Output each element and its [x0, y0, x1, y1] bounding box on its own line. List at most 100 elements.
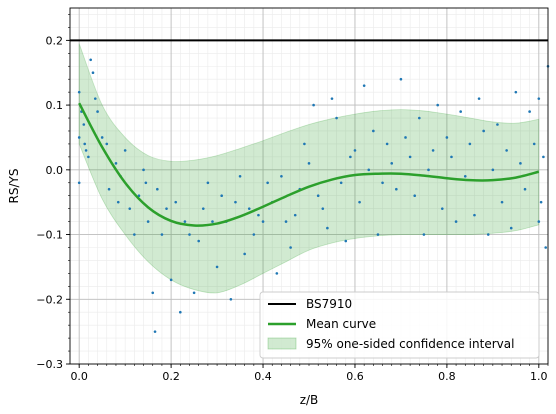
data-point [440, 207, 444, 210]
data-point [238, 174, 242, 178]
axis-ticks: 0.0 0.2 0.4 0.6 0.8 1.0 −0.3 −0.2 −0.1 0.0 0.1 0.2 [36, 14, 549, 383]
data-point [229, 297, 233, 301]
data-point [77, 181, 81, 185]
data-point [431, 149, 435, 152]
data-points [77, 58, 550, 333]
data-point [413, 194, 417, 198]
data-point [156, 187, 159, 191]
x-tick-label: 0.8 [438, 370, 456, 383]
data-point [436, 103, 439, 107]
y-tick-label: −0.1 [36, 229, 63, 242]
data-point [153, 330, 157, 333]
data-point [280, 174, 283, 178]
data-point [87, 155, 90, 159]
data-point [372, 129, 375, 133]
data-point [169, 278, 173, 282]
data-point [542, 155, 545, 159]
data-point [220, 194, 223, 198]
data-point [183, 220, 187, 223]
data-point [151, 291, 155, 295]
legend: BS7910 Mean curve 95% one-sided confidence… [259, 291, 540, 359]
data-point [312, 103, 315, 107]
data-point [468, 142, 472, 146]
data-point [330, 97, 334, 100]
data-point [247, 207, 251, 210]
data-point [89, 58, 92, 62]
data-point [491, 168, 495, 172]
data-point [358, 200, 361, 204]
data-point [482, 129, 485, 133]
data-point [82, 123, 86, 126]
legend-entry-confidence-interval: 95% one-sided confidence interval [306, 337, 514, 351]
data-point [137, 194, 141, 198]
data-point [192, 291, 196, 295]
data-point [385, 142, 389, 146]
data-point [105, 142, 109, 146]
data-point [307, 162, 311, 165]
y-tick-label: −0.2 [36, 293, 63, 306]
x-tick-label: 0.0 [70, 370, 88, 383]
data-point [96, 110, 99, 113]
data-point [500, 200, 504, 204]
data-point [450, 155, 453, 159]
data-point [211, 220, 214, 223]
data-point [427, 168, 430, 172]
data-point [528, 110, 531, 113]
x-tick-label: 0.2 [162, 370, 180, 383]
data-point [160, 233, 164, 236]
data-point [349, 155, 352, 159]
data-point [114, 162, 118, 165]
data-point [284, 220, 288, 223]
data-point [234, 200, 237, 204]
data-point [252, 233, 256, 236]
data-point [77, 136, 81, 139]
data-point [188, 233, 191, 236]
data-point [266, 181, 269, 185]
data-point [289, 246, 292, 249]
data-point [454, 220, 458, 223]
y-tick-label: −0.3 [36, 358, 63, 371]
data-point [206, 181, 210, 185]
legend-entry-bs7910: BS7910 [306, 297, 352, 311]
data-point [514, 90, 518, 94]
x-tick-label: 0.6 [346, 370, 364, 383]
data-point [344, 239, 348, 243]
data-point [174, 200, 178, 204]
data-point [418, 116, 421, 120]
data-point [165, 207, 168, 210]
data-point [539, 200, 543, 204]
data-point [179, 310, 182, 314]
data-point [93, 97, 97, 100]
y-tick-label: 0.2 [46, 34, 64, 47]
data-point [523, 187, 527, 191]
data-point [537, 220, 541, 223]
data-point [473, 213, 476, 217]
data-point [486, 233, 490, 236]
data-point [257, 213, 260, 217]
data-point [316, 194, 320, 198]
data-point [77, 90, 81, 94]
legend-box [259, 291, 540, 359]
data-point [422, 233, 426, 236]
data-point [544, 246, 548, 249]
data-point [107, 187, 111, 191]
x-axis-label: z/B [300, 393, 319, 407]
data-point [293, 213, 297, 217]
data-point [445, 136, 449, 139]
data-point [376, 233, 380, 236]
legend-entry-mean-curve: Mean curve [306, 317, 376, 331]
data-point [133, 233, 136, 236]
data-point [123, 149, 127, 152]
data-point [116, 200, 120, 204]
data-point [144, 181, 148, 185]
data-point [477, 97, 481, 100]
data-point [390, 162, 394, 165]
data-point [537, 97, 541, 100]
data-point [395, 187, 398, 191]
data-point [321, 207, 325, 210]
data-point [335, 116, 338, 120]
data-point [303, 142, 306, 146]
mean-curve-group [78, 102, 540, 227]
data-point [215, 265, 219, 269]
